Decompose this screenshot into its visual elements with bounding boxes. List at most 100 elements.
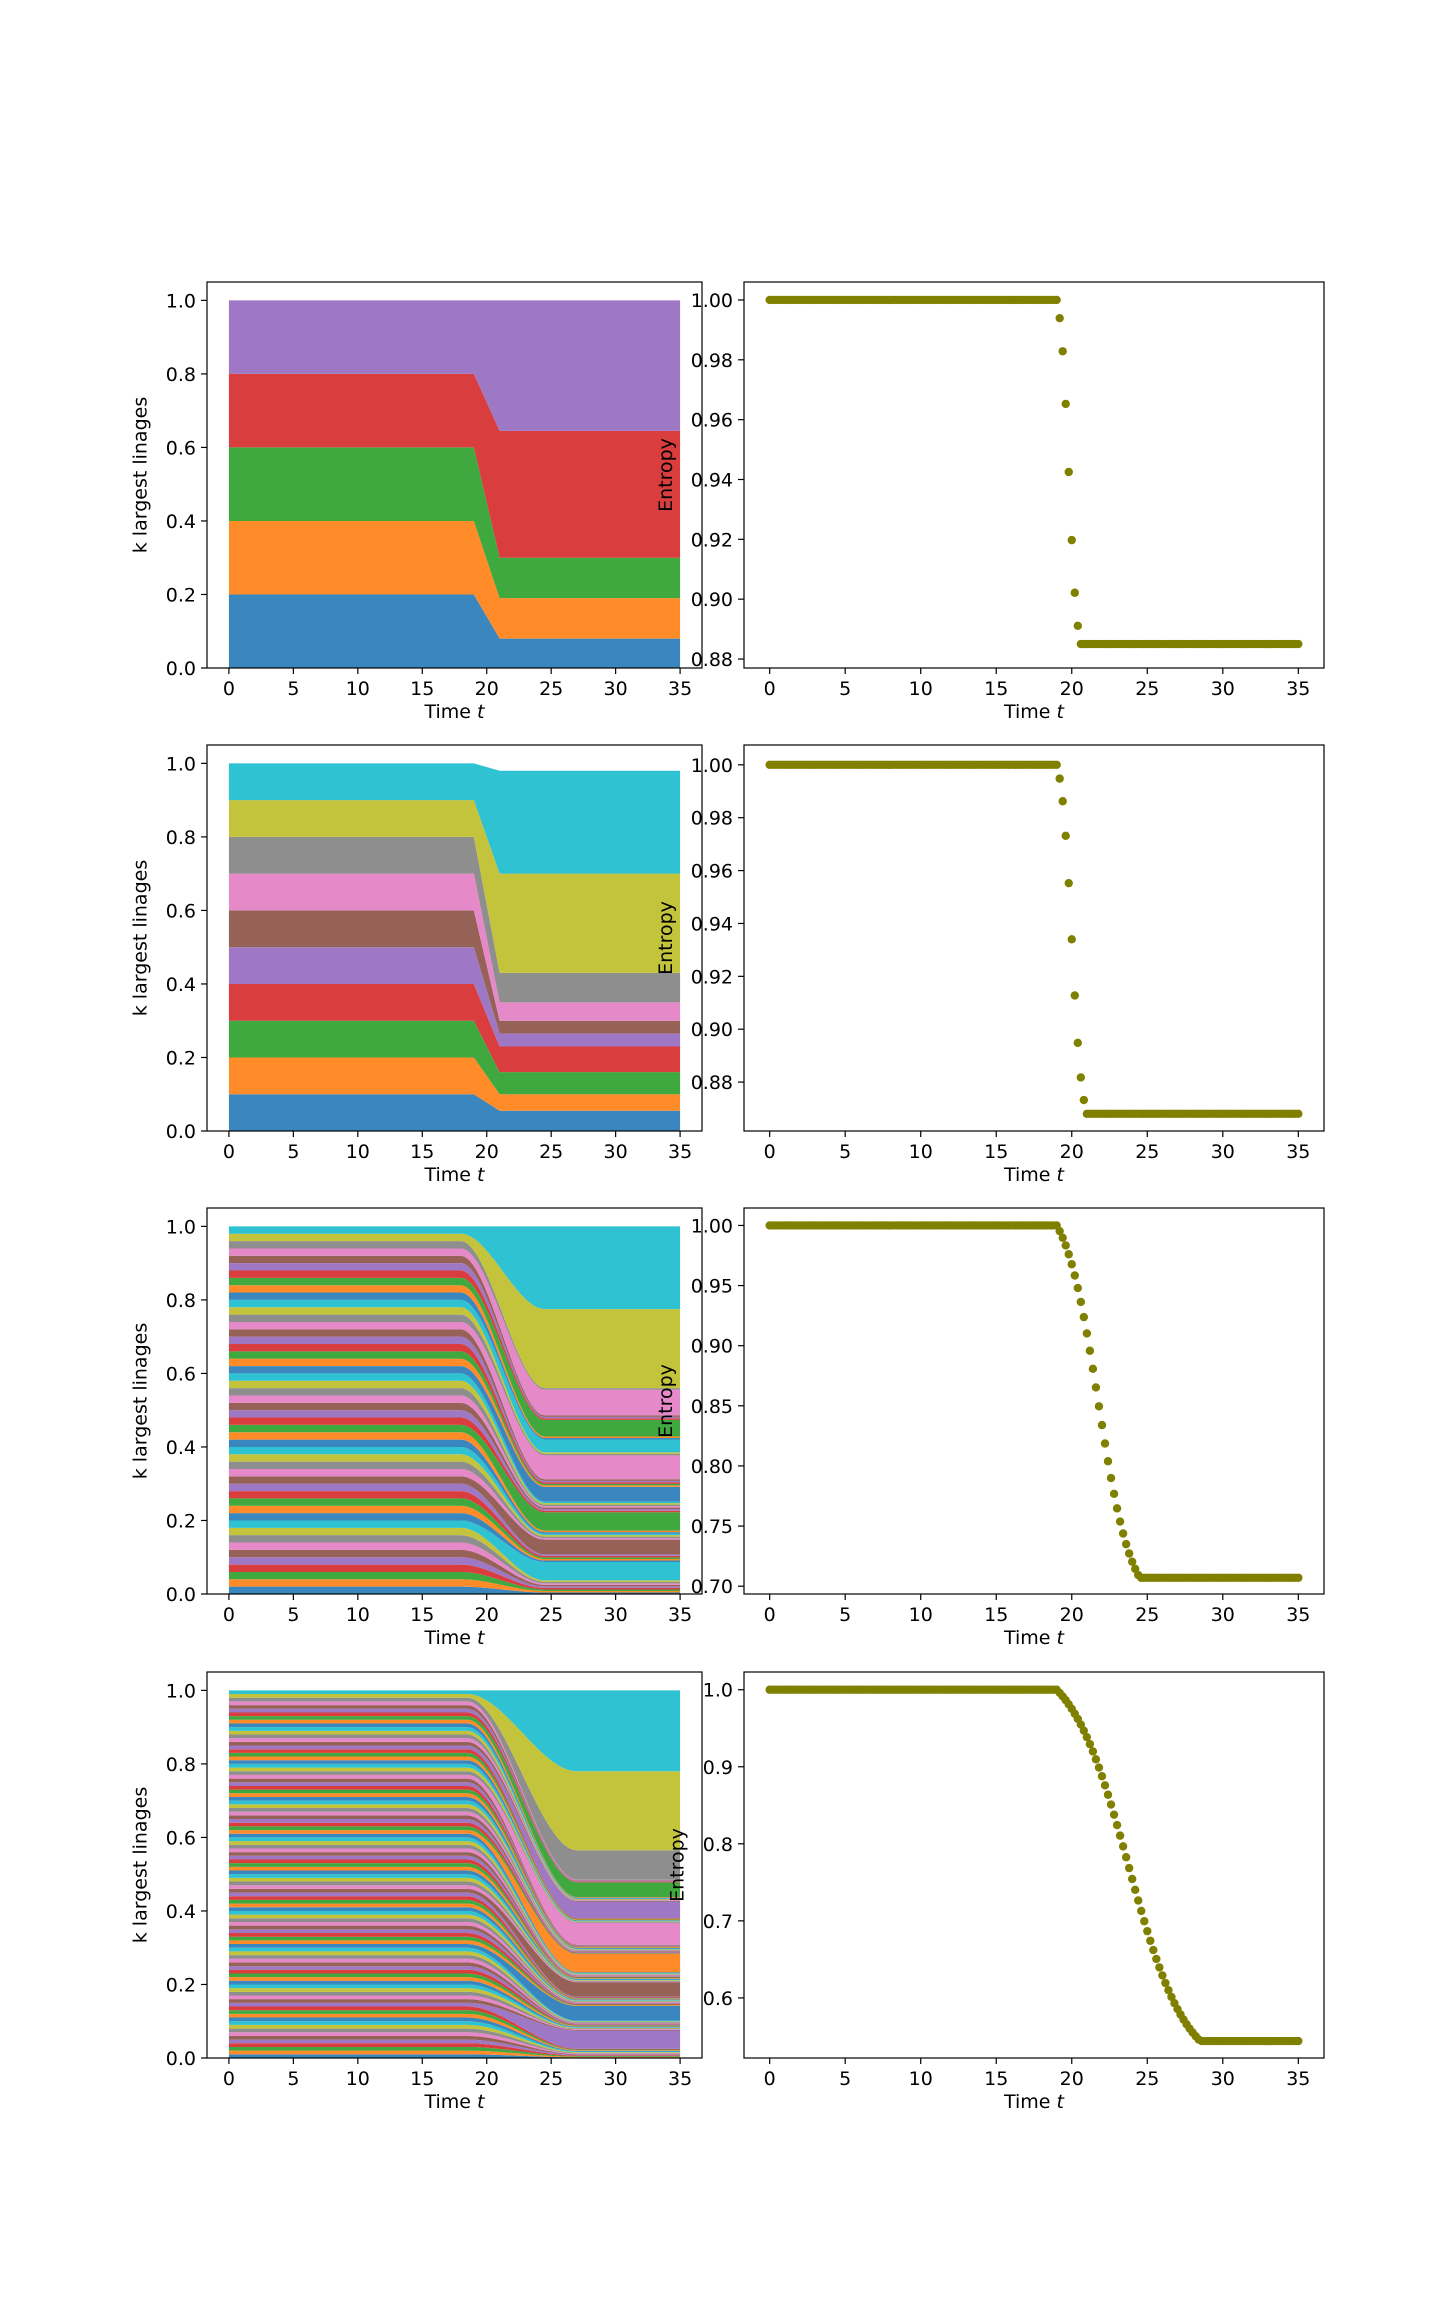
entropy-point xyxy=(1155,1963,1164,1972)
x-axis-label: Time t xyxy=(1003,1164,1066,1186)
y-tick-label: 0.8 xyxy=(166,827,196,849)
panel-row1-left: 0 5 10 15 20 25 30 35 0.0 0.2 0.4 0.6 0.8 1.0 Time t k … xyxy=(130,281,703,723)
y-axis-label: k largest linages xyxy=(130,397,152,553)
plot-area xyxy=(765,1685,1303,2046)
x-axis-label: Time t xyxy=(1003,701,1066,723)
x-tick-label: 20 xyxy=(475,2068,499,2090)
area-band-8 xyxy=(228,836,681,1003)
y-tick-label: 0.70 xyxy=(691,1576,733,1598)
y-tick-label: 0.75 xyxy=(691,1516,733,1538)
x-tick-label: 35 xyxy=(1286,2068,1310,2090)
entropy-point xyxy=(1146,1936,1155,1945)
y-tick-label: 0.9 xyxy=(703,1757,733,1779)
y-tick-label: 1.00 xyxy=(691,755,733,777)
area-band-46 xyxy=(228,1888,681,1997)
entropy-point xyxy=(1121,1853,1131,1862)
entropy-point xyxy=(1052,295,1061,305)
x-axis-label-text: Time xyxy=(1003,1164,1051,1186)
x-axis-label-text: Time xyxy=(1003,2091,1051,2113)
y-tick-label: 0.7 xyxy=(703,1911,733,1933)
x-tick-label: 0 xyxy=(764,678,776,700)
entropy-point xyxy=(1294,2036,1303,2046)
entropy-point xyxy=(1079,1312,1089,1322)
y-tick-label: 0.0 xyxy=(166,1121,196,1143)
entropy-point xyxy=(1091,1383,1101,1392)
plot-frame xyxy=(743,1207,1325,1595)
y-axis-label: k largest linages xyxy=(130,1787,152,1943)
entropy-point xyxy=(1137,1906,1146,1916)
entropy-point xyxy=(1115,1517,1125,1526)
plot-frame xyxy=(743,281,1325,669)
entropy-point xyxy=(1073,1283,1083,1293)
plot-area xyxy=(228,763,681,1131)
entropy-point xyxy=(1073,621,1083,631)
x-tick-label: 0 xyxy=(764,1141,776,1163)
panel-row3-right: 0 5 10 15 20 25 30 35 0.70 0.75 0.80 0.85 0.90 0.95 1.… xyxy=(655,1207,1325,1649)
area-band-4 xyxy=(228,983,681,1073)
x-axis-label: Time t xyxy=(424,1164,487,1186)
x-tick-label: 0 xyxy=(223,1141,235,1163)
y-tick-label: 0.88 xyxy=(691,1072,733,1094)
x-tick-label: 35 xyxy=(668,1604,692,1626)
entropy-point xyxy=(1115,1831,1125,1840)
area-band-1 xyxy=(228,1586,681,1594)
plot-frame xyxy=(743,744,1325,1132)
area-band-4 xyxy=(228,373,681,558)
entropy-point xyxy=(1079,1726,1089,1735)
x-tick-label: 15 xyxy=(410,2068,434,2090)
area-band-3 xyxy=(228,2046,681,2057)
area-band-1 xyxy=(228,1094,681,1131)
x-tick-label: 25 xyxy=(1135,1604,1159,1626)
y-tick-label: 1.0 xyxy=(166,1216,196,1238)
x-tick-label: 20 xyxy=(1060,1141,1084,1163)
area-band-17 xyxy=(228,1469,681,1540)
area-band-1 xyxy=(228,2054,681,2058)
entropy-point xyxy=(1070,1271,1079,1280)
x-tick-label: 10 xyxy=(346,2068,370,2090)
area-band-50 xyxy=(228,1226,681,1310)
area-band-11 xyxy=(228,2017,681,2052)
plot-area xyxy=(228,300,681,668)
entropy-point xyxy=(1070,588,1079,597)
y-tick-label: 0.90 xyxy=(691,1019,733,1041)
y-tick-label: 0.92 xyxy=(691,966,733,988)
entropy-point xyxy=(1124,1549,1134,1558)
y-tick-label: 0.4 xyxy=(166,974,196,996)
x-tick-label: 0 xyxy=(223,1604,235,1626)
y-tick-label: 0.80 xyxy=(691,1456,733,1478)
entropy-point xyxy=(1064,878,1073,888)
x-axis-label-variable: t xyxy=(471,2091,486,2113)
y-tick-label: 0.6 xyxy=(166,1827,196,1849)
area-band-4 xyxy=(228,2043,681,2057)
x-axis-label-text: Time xyxy=(1003,701,1051,723)
area-band-98 xyxy=(228,1697,681,1880)
panel-row4-right: 0 5 10 15 20 25 30 35 0.6 0.7 0.8 0.9 1.0 Time t Entro… xyxy=(667,1671,1325,2113)
x-tick-label: 30 xyxy=(604,1141,628,1163)
plot-frame xyxy=(206,1207,703,1595)
entropy-point xyxy=(1121,1539,1131,1549)
entropy-point xyxy=(1164,1985,1173,1995)
x-tick-label: 10 xyxy=(909,1141,933,1163)
area-band-12 xyxy=(228,1505,681,1561)
entropy-point xyxy=(1140,1916,1149,1926)
plot-area xyxy=(228,1690,681,2058)
x-tick-label: 35 xyxy=(1286,1604,1310,1626)
x-axis-label-variable: t xyxy=(471,1627,486,1649)
entropy-point xyxy=(1067,935,1076,944)
y-tick-label: 0.92 xyxy=(691,529,733,551)
entropy-point xyxy=(1118,1842,1128,1851)
x-tick-label: 15 xyxy=(410,1141,434,1163)
x-axis-label-text: Time xyxy=(424,701,472,723)
x-tick-label: 0 xyxy=(764,2068,776,2090)
entropy-point xyxy=(1076,1297,1086,1307)
x-axis-label-text: Time xyxy=(424,1164,472,1186)
entropy-point xyxy=(1076,1073,1086,1082)
x-tick-label: 30 xyxy=(604,2068,628,2090)
y-tick-label: 0.8 xyxy=(166,1290,196,1312)
y-tick-label: 0.0 xyxy=(166,2048,196,2070)
x-tick-label: 30 xyxy=(604,678,628,700)
x-tick-label: 30 xyxy=(1211,1141,1235,1163)
x-tick-label: 15 xyxy=(410,1604,434,1626)
entropy-point xyxy=(1070,991,1079,1000)
x-axis-label: Time t xyxy=(424,701,487,723)
